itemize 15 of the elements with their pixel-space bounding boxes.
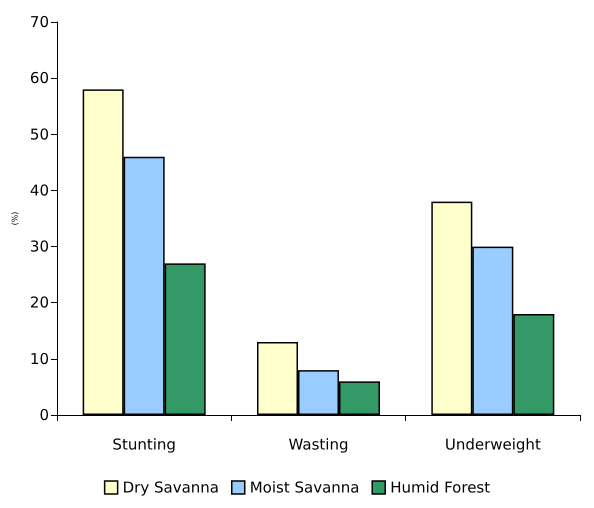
x-tick-label: Stunting: [112, 436, 176, 454]
y-tick-label: 70: [30, 13, 49, 31]
x-tick-label: Wasting: [288, 436, 348, 454]
y-tick-label: 0: [39, 406, 49, 424]
y-tick-label: 20: [30, 294, 49, 312]
legend-label: Dry Savanna: [122, 478, 219, 496]
y-axis-title: (%): [10, 212, 20, 226]
y-tick-label: 30: [30, 238, 49, 256]
legend-label: Humid Forest: [390, 478, 490, 496]
x-tick-label: Underweight: [444, 436, 541, 454]
y-tick-label: 50: [30, 125, 49, 144]
y-tick-label: 60: [30, 69, 49, 88]
y-tick-label: 10: [30, 350, 49, 368]
y-tick-label: 40: [30, 181, 49, 200]
legend-label: Moist Savanna: [250, 478, 360, 496]
